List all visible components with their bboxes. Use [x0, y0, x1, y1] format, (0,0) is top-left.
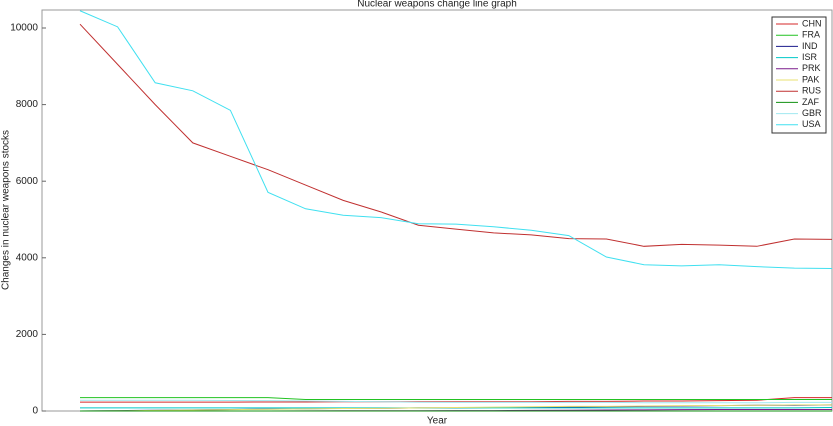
series-line: [79, 10, 833, 270]
y-tick-label: 10000: [10, 23, 38, 34]
legend-label: RUS: [802, 86, 821, 96]
legend-label: ISR: [802, 52, 818, 62]
legend-label: CHN: [802, 18, 822, 28]
series-line: [80, 397, 832, 401]
plot-area: [41, 9, 833, 412]
series-line: [80, 399, 832, 404]
y-axis-label: Changes in nuclear weapons stocks: [1, 130, 12, 290]
legend-label: PAK: [802, 74, 819, 84]
y-tick-label: 2000: [16, 329, 39, 340]
legend-label: USA: [802, 119, 821, 129]
series-line: [79, 23, 833, 247]
series-line: [80, 397, 832, 403]
y-tick-label: 8000: [16, 99, 39, 110]
y-tick-label: 6000: [16, 176, 39, 187]
chart-title: Nuclear weapons change line graph: [357, 0, 517, 10]
legend-label: PRK: [802, 63, 821, 73]
legend-label: GBR: [802, 108, 822, 118]
x-axis-label: Year: [427, 416, 448, 426]
y-tick-label: 0: [32, 406, 38, 417]
y-tick-label: 4000: [16, 252, 39, 263]
series-line: [79, 404, 832, 412]
legend-label: FRA: [802, 30, 820, 40]
legend-label: ZAF: [802, 97, 820, 107]
legend-label: IND: [802, 41, 818, 51]
